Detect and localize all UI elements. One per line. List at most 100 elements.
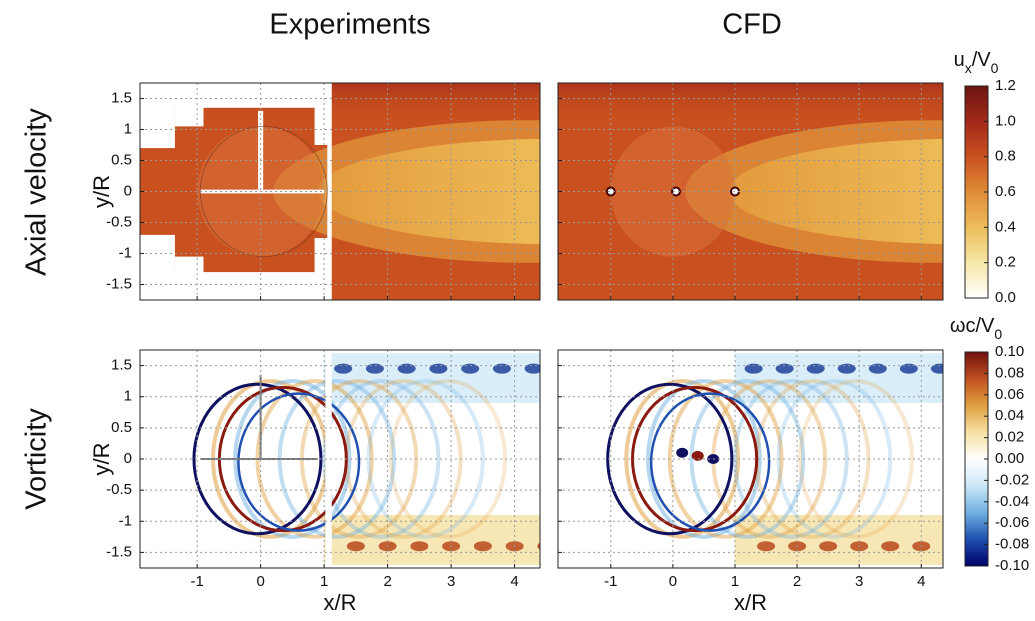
colorbar-tick-label: -0.10: [995, 557, 1029, 574]
field-tip-vortex: [930, 363, 943, 374]
y-tick-label: 1.5: [111, 89, 132, 106]
field-tip-vortex: [775, 363, 794, 374]
field-wake: [317, 138, 540, 245]
x-tick-label: 2: [793, 573, 801, 590]
colorbar-tick-label: -0.06: [995, 514, 1029, 531]
colorbar-label: ux/V0: [954, 49, 999, 75]
field-band: [734, 353, 943, 403]
y-tick-label: -1.5: [106, 543, 132, 560]
y-tick-label: -0.5: [106, 213, 132, 230]
field-mask: [140, 272, 331, 300]
field-tip-vortex: [837, 363, 856, 374]
field-tip-vortex: [943, 541, 961, 551]
y-tick-label: -1.5: [106, 275, 132, 292]
x-tick-label: -1: [604, 573, 617, 590]
y-tick-label: -1: [119, 244, 132, 261]
field-tip-vortex: [899, 363, 918, 374]
x-tick-label: 4: [917, 573, 925, 590]
x-tick-label: 3: [447, 573, 455, 590]
y-tick-label: 1: [124, 120, 132, 137]
colorbar-tick-label: 0.04: [995, 407, 1024, 424]
plot-frame: [139, 349, 541, 569]
field-tip-vortex: [473, 541, 492, 552]
column-title: Experiments: [269, 9, 430, 41]
field-tip-vortex: [410, 541, 429, 552]
x-tick-label: 0: [669, 573, 677, 590]
x-tick-label: 2: [383, 573, 391, 590]
colorbar-tick-label: -0.02: [995, 471, 1029, 488]
colorbar-tick-label: 0.6: [995, 183, 1016, 200]
field-tip-vortex: [868, 363, 887, 374]
row-title: Vorticity: [21, 408, 53, 510]
colorbar-tick-label: 0.00: [995, 450, 1024, 467]
colorbar-label: ωc/V0: [950, 315, 1003, 341]
colorbar-label-part: /V: [972, 49, 992, 71]
field-mask: [174, 83, 204, 127]
y-tick-label: 0.5: [111, 419, 132, 436]
y-tick-label: 1.5: [111, 357, 132, 374]
field-root-vortex: [691, 450, 704, 461]
colorbar-tick-label: 0.02: [995, 429, 1024, 446]
colorbar-tick-label: 0.8: [995, 148, 1016, 165]
y-tick-label: 0: [124, 182, 132, 199]
x-tick-label: 0: [256, 573, 264, 590]
plot-frame: [557, 82, 944, 301]
field-stripe: [322, 379, 441, 539]
field-tip-vortex: [744, 363, 763, 374]
field-tip-vortex: [881, 541, 900, 552]
field-tip-vortex: [365, 363, 384, 374]
y-tick-label: 0.5: [111, 151, 132, 168]
row-title: Axial velocity: [21, 108, 53, 276]
x-tick-label: 1: [731, 573, 739, 590]
field-mask: [174, 256, 204, 300]
field-root-vortex: [676, 447, 689, 458]
y-tick-label: -0.5: [106, 481, 132, 498]
field-tip-vortex: [334, 363, 353, 374]
colorbar-tick-label: -0.08: [995, 536, 1029, 553]
field-stripe: [798, 379, 914, 539]
field-mask: [140, 83, 331, 108]
field-band: [324, 353, 540, 403]
field-vortex-ring: [649, 392, 771, 532]
y-tick-label: 0: [124, 450, 132, 467]
field-tip-vortex: [757, 541, 776, 552]
field-tip-vortex: [537, 542, 540, 550]
column-title: CFD: [722, 9, 782, 41]
colorbar-tick-label: 0.08: [995, 364, 1024, 381]
plot-frame: [557, 349, 944, 569]
y-tick-label: -1: [119, 512, 132, 529]
field-tip-vortex: [492, 363, 511, 374]
y-tick-label: 1: [124, 388, 132, 405]
field-tip-vortex: [346, 541, 365, 552]
colorbar-label-part: ωc/V: [950, 315, 995, 337]
colorbar-tick-label: -0.04: [995, 493, 1029, 510]
field-mask: [327, 83, 332, 300]
colorbar-tick-label: 0.4: [995, 218, 1016, 235]
colorbar-tick-label: 0.0: [995, 289, 1016, 306]
field-vortex-ring: [606, 382, 734, 536]
field-mask: [325, 350, 332, 568]
colorbar-tick-label: 1.0: [995, 112, 1016, 129]
y-axis-label: y/R: [89, 443, 114, 476]
field-tip-vortex: [461, 363, 480, 374]
x-tick-label: -1: [190, 573, 203, 590]
colorbar-label-part: 0: [991, 60, 999, 76]
colorbar-label-part: u: [954, 49, 965, 71]
x-tick-label: 3: [855, 573, 863, 590]
colorbar-label-part: x: [965, 60, 972, 76]
field: [558, 350, 961, 568]
field-mask: [258, 110, 264, 192]
x-axis-label: x/R: [324, 590, 357, 615]
x-axis-label: x/R: [734, 590, 767, 615]
y-axis-label: y/R: [89, 175, 114, 208]
field-shade: [558, 83, 943, 124]
x-tick-label: 4: [510, 573, 518, 590]
field-vortex-ring: [237, 392, 361, 532]
colorbar-tick-label: 0.06: [995, 386, 1024, 403]
colorbar-tick-label: 1.2: [995, 77, 1016, 94]
field-band: [324, 515, 540, 565]
field-tip-vortex: [819, 541, 838, 552]
field-tip-vortex: [429, 363, 448, 374]
field-tip-vortex: [806, 363, 825, 374]
